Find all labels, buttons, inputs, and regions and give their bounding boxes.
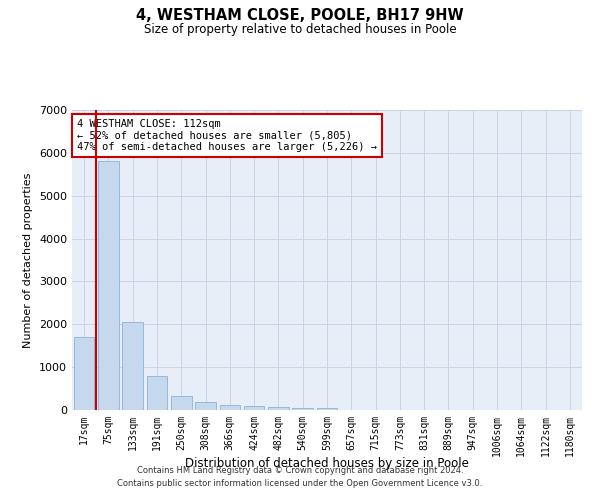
- Bar: [98, 162, 119, 410]
- Text: Size of property relative to detached houses in Poole: Size of property relative to detached ho…: [143, 22, 457, 36]
- Bar: [292, 408, 313, 410]
- Bar: [220, 406, 240, 410]
- Text: 4, WESTHAM CLOSE, POOLE, BH17 9HW: 4, WESTHAM CLOSE, POOLE, BH17 9HW: [136, 8, 464, 22]
- Text: 4 WESTHAM CLOSE: 112sqm
← 52% of detached houses are smaller (5,805)
47% of semi: 4 WESTHAM CLOSE: 112sqm ← 52% of detache…: [77, 119, 377, 152]
- Y-axis label: Number of detached properties: Number of detached properties: [23, 172, 34, 348]
- Bar: [122, 322, 143, 410]
- Bar: [317, 408, 337, 410]
- Bar: [171, 396, 191, 410]
- Bar: [195, 402, 216, 410]
- Bar: [74, 337, 94, 410]
- Text: Distribution of detached houses by size in Poole: Distribution of detached houses by size …: [185, 457, 469, 470]
- Bar: [244, 406, 265, 410]
- Bar: [268, 407, 289, 410]
- Text: Contains HM Land Registry data © Crown copyright and database right 2024.
Contai: Contains HM Land Registry data © Crown c…: [118, 466, 482, 487]
- Bar: [146, 376, 167, 410]
